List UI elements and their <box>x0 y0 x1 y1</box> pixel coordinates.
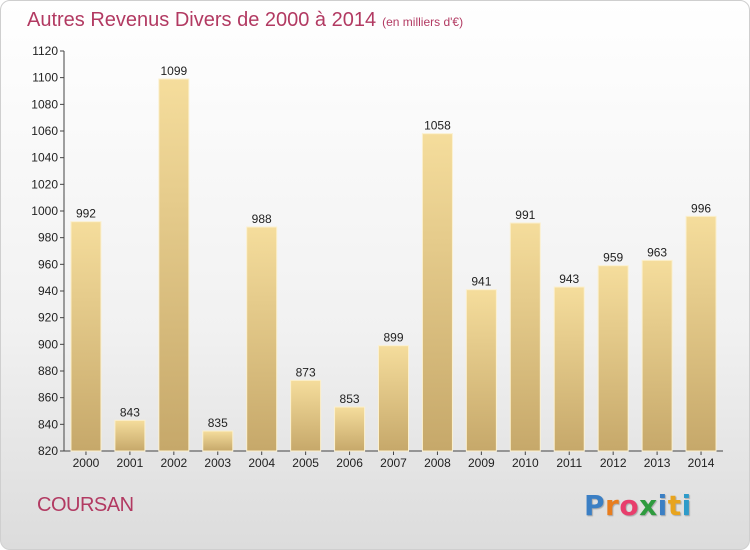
y-tick-label: 840 <box>38 417 58 431</box>
bar <box>70 221 102 452</box>
bar <box>465 289 497 452</box>
x-tick-label: 2000 <box>73 456 100 470</box>
bar <box>641 259 673 452</box>
data-label: 992 <box>76 207 96 221</box>
data-label: 943 <box>559 272 579 286</box>
data-label: 1099 <box>160 64 187 78</box>
x-tick-label: 2004 <box>248 456 275 470</box>
y-tick-label: 820 <box>38 444 58 458</box>
bar <box>114 419 146 452</box>
y-tick-label: 920 <box>38 311 58 325</box>
data-label: 843 <box>120 405 140 419</box>
logo-letter: x <box>639 489 658 522</box>
data-label: 941 <box>471 275 491 289</box>
x-tick-label: 2006 <box>336 456 363 470</box>
bar <box>202 430 234 452</box>
x-tick-label: 2010 <box>512 456 539 470</box>
y-tick-label: 1040 <box>31 151 58 165</box>
y-tick-label: 1080 <box>31 97 58 111</box>
x-tick-label: 2003 <box>204 456 231 470</box>
x-tick-label: 2014 <box>688 456 715 470</box>
x-tick-label: 2001 <box>117 456 144 470</box>
data-label: 963 <box>647 245 667 259</box>
y-tick-label: 1120 <box>32 44 58 58</box>
bar <box>334 406 366 452</box>
y-tick-label: 940 <box>38 284 58 298</box>
chart-title-text: Autres Revenus Divers de 2000 à 2014 <box>27 9 377 31</box>
bar <box>246 226 278 452</box>
y-tick-label: 980 <box>38 231 58 245</box>
x-tick-label: 2007 <box>380 456 407 470</box>
proxiti-logo[interactable]: Proxiti <box>584 489 692 522</box>
y-tick-label: 1000 <box>31 204 58 218</box>
logo-letter: P <box>584 489 606 522</box>
logo-letter: i <box>657 489 668 522</box>
y-tick-label: 900 <box>38 337 58 351</box>
y-tick-label: 880 <box>38 364 58 378</box>
y-tick-label: 1020 <box>31 177 58 191</box>
data-label: 853 <box>340 392 360 406</box>
data-label: 1058 <box>424 119 451 133</box>
data-label: 899 <box>383 331 403 345</box>
logo-letter: i <box>681 489 692 522</box>
bar <box>685 215 717 452</box>
chart-title: Autres Revenus Divers de 2000 à 2014 (en … <box>27 9 463 32</box>
bar <box>421 133 453 452</box>
data-label: 835 <box>208 416 228 430</box>
bar <box>378 345 409 452</box>
x-tick-label: 2011 <box>556 456 582 470</box>
logo-letter: r <box>605 489 620 522</box>
bar <box>290 379 322 452</box>
x-tick-label: 2012 <box>600 456 627 470</box>
y-tick-label: 960 <box>38 257 58 271</box>
bar <box>158 78 190 452</box>
data-label: 959 <box>603 251 623 265</box>
data-label: 996 <box>691 201 711 215</box>
bar <box>553 286 585 452</box>
chart-subtitle: (en milliers d'€) <box>382 15 464 29</box>
data-label: 988 <box>252 212 272 226</box>
x-tick-label: 2013 <box>644 456 671 470</box>
y-tick-label: 1100 <box>32 71 58 85</box>
data-label: 991 <box>515 208 535 222</box>
x-tick-label: 2009 <box>468 456 495 470</box>
bar <box>597 265 629 452</box>
bar <box>509 222 541 452</box>
data-label: 873 <box>296 365 316 379</box>
logo-letter: o <box>619 489 640 522</box>
x-tick-label: 2002 <box>160 456 187 470</box>
logo-letter: t <box>667 489 682 522</box>
y-tick-label: 860 <box>38 391 58 405</box>
x-tick-label: 2008 <box>424 456 451 470</box>
y-tick-label: 1060 <box>31 124 58 138</box>
x-tick-label: 2005 <box>292 456 319 470</box>
place-name: COURSAN <box>37 494 134 516</box>
